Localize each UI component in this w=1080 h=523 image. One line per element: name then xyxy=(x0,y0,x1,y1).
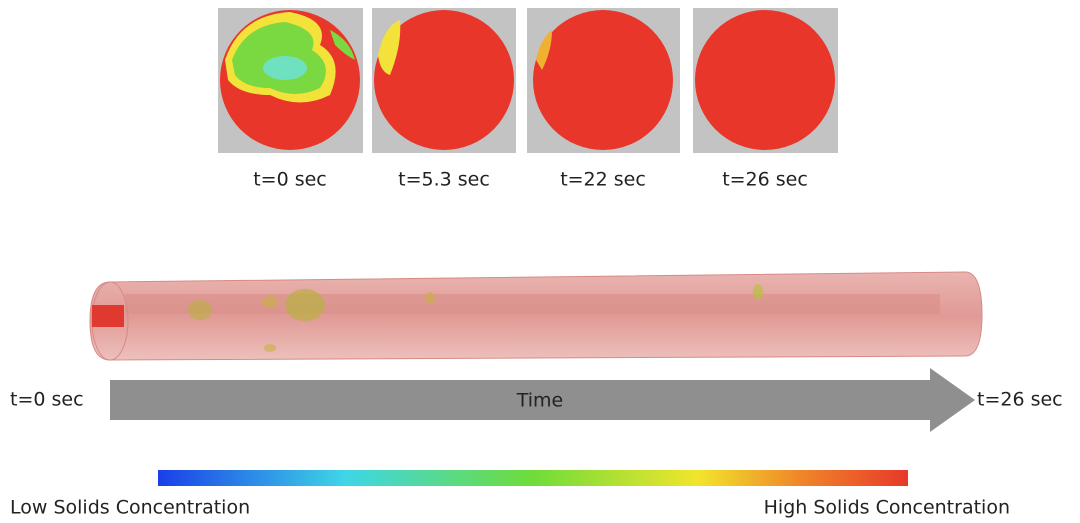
pipe xyxy=(90,272,982,360)
start-label: t=0 sec xyxy=(10,389,84,411)
snapshot-label: t=22 sec xyxy=(560,169,646,191)
end-label: t=26 sec xyxy=(977,389,1063,411)
snapshot-label: t=26 sec xyxy=(722,169,808,191)
colorbar xyxy=(158,470,908,486)
snapshot-label: t=5.3 sec xyxy=(398,169,490,191)
colorbar-high-label: High Solids Concentration xyxy=(764,497,1010,519)
arrow-label: Time xyxy=(516,390,564,412)
snapshot xyxy=(693,8,838,153)
snapshot-label: t=0 sec xyxy=(253,169,327,191)
figure: t=0 sec t=5.3 sec t=22 sec t=26 sec t=0 … xyxy=(0,0,1080,523)
snapshot xyxy=(372,8,516,153)
snapshot xyxy=(218,8,363,153)
colorbar-low-label: Low Solids Concentration xyxy=(10,497,250,519)
snapshot xyxy=(527,8,680,153)
